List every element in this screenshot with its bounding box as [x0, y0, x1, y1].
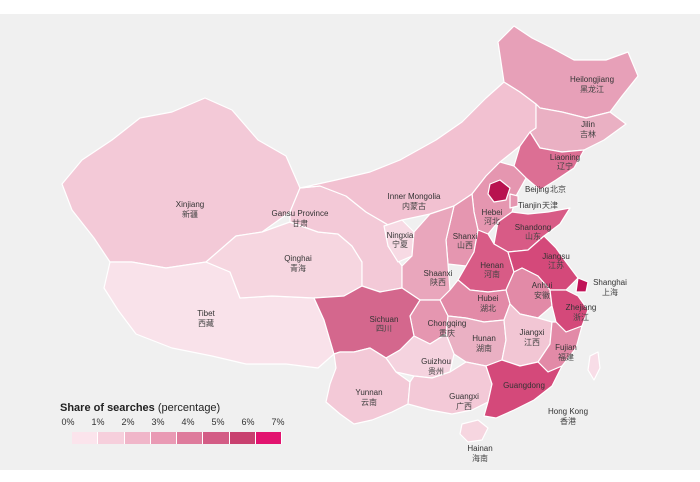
label-shaanxi-en: Shaanxi	[424, 269, 453, 278]
label-jiangxi-zh: 江西	[524, 338, 540, 347]
island-taiwan	[587, 351, 601, 381]
label-tianjin-en: Tianjin	[518, 201, 541, 210]
legend-tick: 5%	[211, 417, 225, 427]
label-inner-mongolia-en: Inner Mongolia	[388, 192, 441, 201]
label-beijing-zh: 北京	[550, 184, 566, 194]
label-anhui-en: Anhui	[532, 281, 553, 290]
label-shanghai-en: Shanghai	[593, 278, 627, 287]
label-liaoning-zh: 辽宁	[557, 161, 573, 171]
label-hainan-en: Hainan	[467, 444, 492, 453]
province-beijing	[487, 179, 511, 203]
label-hubei-zh: 湖北	[480, 304, 496, 313]
province-guizhou	[385, 333, 455, 379]
label-hebei-en: Hebei	[482, 208, 503, 217]
legend-title-bold: Share of searches	[60, 402, 155, 414]
label-jiangsu-en: Jiangsu	[542, 252, 570, 261]
province-tianjin	[509, 193, 519, 209]
label-guangxi-zh: 广西	[456, 401, 472, 411]
label-xinjiang-zh: 新疆	[182, 209, 198, 219]
legend-ticks: 0% 1% 2% 3% 4% 5% 6% 7%	[58, 417, 298, 429]
label-henan-en: Henan	[480, 261, 504, 270]
legend-tick: 2%	[121, 417, 135, 427]
label-fujian-zh: 福建	[558, 352, 574, 362]
province-yunnan	[325, 347, 411, 425]
legend-tick: 0%	[61, 417, 75, 427]
label-liaoning-en: Liaoning	[550, 153, 580, 162]
label-hunan-zh: 湖南	[476, 343, 492, 353]
label-jilin-en: Jilin	[581, 120, 595, 129]
label-hebei-zh: 河北	[484, 216, 500, 226]
legend-tick: 4%	[181, 417, 195, 427]
label-hunan-en: Hunan	[472, 334, 496, 343]
label-henan-zh: 河南	[484, 269, 500, 279]
label-zhejiang-en: Zhejiang	[566, 303, 597, 312]
province-hainan	[459, 419, 489, 443]
legend-swatch	[255, 432, 282, 444]
label-chongqing-zh: 重庆	[439, 328, 455, 338]
label-ningxia-en: Ningxia	[387, 231, 414, 240]
label-shaanxi-zh: 陕西	[430, 277, 446, 287]
label-shandong-zh: 山东	[525, 231, 541, 241]
label-hainan-zh: 海南	[472, 453, 488, 463]
legend-tick: 6%	[241, 417, 255, 427]
label-chongqing-en: Chongqing	[428, 319, 467, 328]
label-shanghai-zh: 上海	[602, 287, 618, 297]
label-heilongjiang-zh: 黑龙江	[580, 84, 604, 94]
legend-title: Share of searches (percentage)	[60, 402, 220, 414]
label-jiangxi-en: Jiangxi	[520, 328, 545, 337]
province-labels: Xinjiang 新疆 Tibet 西藏 Qinghai 青海 Gansu Pr…	[176, 75, 627, 463]
label-inner-mongolia-zh: 内蒙古	[402, 201, 426, 211]
legend-swatch	[124, 432, 151, 444]
label-tibet-en: Tibet	[197, 309, 215, 318]
label-shandong-en: Shandong	[515, 223, 551, 232]
label-sichuan-zh: 四川	[376, 324, 392, 333]
legend-swatch	[177, 432, 204, 444]
label-fujian-en: Fujian	[555, 343, 577, 352]
legend-swatch	[98, 432, 125, 444]
label-guizhou-en: Guizhou	[421, 357, 451, 366]
label-shanxi-zh: 山西	[457, 240, 473, 250]
label-hong-kong-en: Hong Kong	[548, 407, 588, 416]
label-hubei-en: Hubei	[478, 294, 499, 303]
label-hong-kong-zh: 香港	[560, 416, 576, 426]
legend-title-unit: (percentage)	[157, 402, 221, 414]
label-heilongjiang-en: Heilongjiang	[570, 75, 614, 84]
legend-swatch	[203, 432, 230, 444]
label-jilin-zh: 吉林	[580, 129, 596, 139]
province-fujian	[537, 321, 583, 373]
legend-tick: 1%	[91, 417, 105, 427]
label-sichuan-en: Sichuan	[370, 315, 399, 324]
label-qinghai-zh: 青海	[290, 263, 306, 273]
label-qinghai-en: Qinghai	[284, 254, 312, 263]
legend-swatch	[72, 432, 99, 444]
label-gansu-zh: 甘肃	[292, 218, 308, 228]
label-beijing-en: Beijing	[525, 185, 549, 194]
label-tianjin-zh: 天津	[542, 200, 558, 210]
label-tibet-zh: 西藏	[198, 318, 214, 328]
label-yunnan-en: Yunnan	[355, 388, 382, 397]
label-shanxi-en: Shanxi	[453, 232, 478, 241]
label-gansu-en: Gansu Province	[272, 209, 329, 218]
label-xinjiang-en: Xinjiang	[176, 200, 204, 209]
legend-swatch	[150, 432, 177, 444]
label-guizhou-zh: 贵州	[428, 366, 444, 376]
label-yunnan-zh: 云南	[361, 397, 377, 407]
label-guangdong-en: Guangdong	[503, 381, 545, 390]
legend-color-scale	[72, 432, 282, 444]
label-anhui-zh: 安徽	[534, 290, 550, 300]
label-zhejiang-zh: 浙江	[573, 312, 589, 322]
legend-tick: 7%	[271, 417, 285, 427]
label-guangxi-en: Guangxi	[449, 392, 479, 401]
label-ningxia-zh: 宁夏	[392, 239, 408, 249]
label-jiangsu-zh: 江苏	[548, 260, 564, 270]
legend-tick: 3%	[151, 417, 165, 427]
province-guangdong	[483, 359, 563, 419]
legend-swatch	[229, 432, 256, 444]
province-shanghai	[575, 277, 589, 293]
